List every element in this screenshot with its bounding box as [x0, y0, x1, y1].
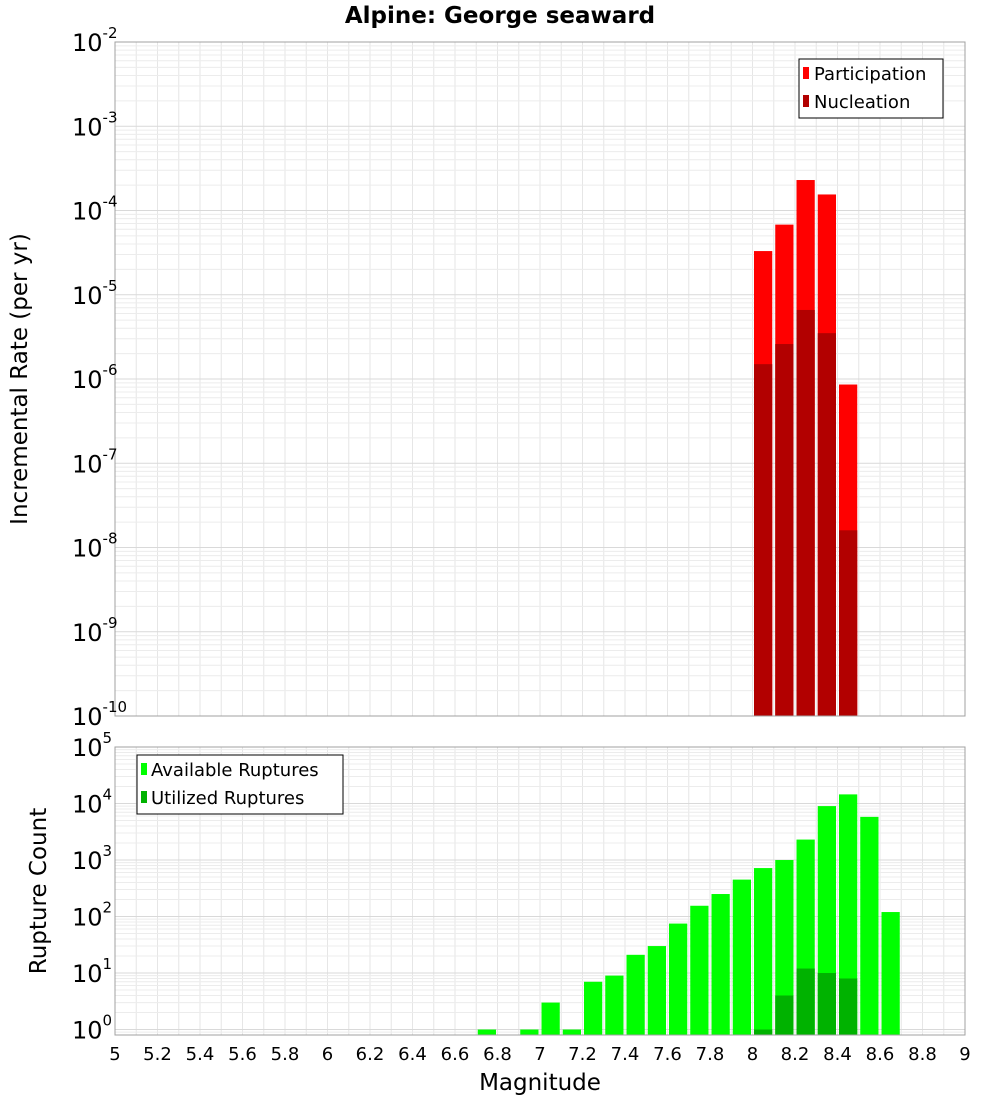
count-bar-available-ruptures: [775, 860, 794, 1035]
x-tick-label: 7.8: [696, 1044, 725, 1065]
x-tick-label: 7.6: [653, 1044, 682, 1065]
x-tick-label: 6.6: [441, 1044, 470, 1065]
x-tick-label: 7.2: [568, 1044, 597, 1065]
y-tick-label: 101: [72, 955, 112, 988]
y-tick-label: 100: [72, 1012, 112, 1045]
count-bar-available-ruptures: [690, 905, 709, 1035]
y-tick-label: 10-3: [72, 108, 118, 141]
y-tick-label: 102: [72, 899, 112, 932]
count-bar-available-ruptures: [754, 868, 773, 1035]
y-tick-label: 10-10: [72, 698, 127, 731]
top-y-tick-labels: 10-10 10-9 10-8 10-7 10-6 10-5 10-4 10-3 10-2: [72, 24, 127, 731]
bottom-legend: Available Ruptures Utilized Ruptures: [136, 754, 344, 815]
x-tick-label: 8: [747, 1044, 758, 1065]
x-tick-label: 8.2: [781, 1044, 810, 1065]
count-bar-available-ruptures: [626, 954, 645, 1035]
top-grid: [114, 41, 966, 717]
count-bar-available-ruptures: [881, 912, 900, 1035]
count-bar-available-ruptures: [605, 975, 624, 1035]
count-bar-available-ruptures: [520, 1029, 539, 1035]
x-tick-label: 8.8: [908, 1044, 937, 1065]
count-bar-available-ruptures: [860, 816, 879, 1035]
x-tick-label: 6: [322, 1044, 333, 1065]
legend-swatch-available-ruptures: [141, 763, 147, 775]
y-tick-label: 10-8: [72, 530, 118, 563]
count-bar-utilized-ruptures: [839, 978, 858, 1035]
x-tick-label: 5.2: [143, 1044, 172, 1065]
bottom-y-tick-labels: 100 101 102 103 104 105: [72, 729, 112, 1045]
x-tick-label: 9: [959, 1044, 970, 1065]
x-tick-label: 6.4: [398, 1044, 427, 1065]
count-bar-available-ruptures: [711, 894, 730, 1035]
x-tick-label: 8.4: [823, 1044, 852, 1065]
rate-bar-nucleation: [817, 333, 836, 716]
rate-bar-nucleation: [796, 309, 815, 716]
count-bar-utilized-ruptures: [775, 995, 794, 1035]
count-bar-available-ruptures: [584, 981, 603, 1035]
legend-label-available-ruptures: Available Ruptures: [151, 760, 319, 781]
bottom-bars: [477, 794, 900, 1035]
legend-label-utilized-ruptures: Utilized Ruptures: [151, 788, 304, 809]
x-tick-label: 6.8: [483, 1044, 512, 1065]
count-bar-available-ruptures: [732, 879, 751, 1035]
x-tick-label: 8.6: [866, 1044, 895, 1065]
y-tick-label: 10-5: [72, 277, 118, 310]
bottom-y-axis-label: Rupture Count: [26, 808, 52, 974]
top-legend: Participation Nucleation: [798, 58, 944, 119]
x-tick-label: 5.4: [186, 1044, 215, 1065]
count-bar-utilized-ruptures: [817, 973, 836, 1035]
chart-title: Alpine: George seaward: [345, 3, 655, 29]
count-bar-available-ruptures: [541, 1002, 560, 1035]
x-tick-label: 5.6: [228, 1044, 257, 1065]
x-tick-labels: 5 5.2 5.4 5.6 5.8 6 6.2 6.4 6.6 6.8 7 7.2 7.4 7.6 7.8 8…: [109, 1044, 970, 1065]
legend-swatch-utilized-ruptures: [141, 791, 147, 803]
count-bar-available-ruptures: [669, 923, 688, 1035]
top-plot-frame: [114, 41, 966, 717]
legend-swatch-nucleation: [803, 95, 809, 107]
count-bar-available-ruptures: [562, 1029, 581, 1035]
count-bar-utilized-ruptures: [796, 968, 815, 1035]
rate-bar-nucleation: [754, 364, 773, 716]
bottom-legend-box: [136, 754, 344, 815]
y-tick-label: 105: [72, 729, 112, 762]
count-bar-utilized-ruptures: [754, 1029, 773, 1035]
x-tick-label: 5: [109, 1044, 120, 1065]
y-tick-label: 104: [72, 786, 112, 819]
legend-label-participation: Participation: [814, 64, 926, 85]
count-bar-available-ruptures: [839, 794, 858, 1035]
x-tick-label: 6.2: [356, 1044, 385, 1065]
count-bar-available-ruptures: [647, 946, 666, 1035]
rate-bar-nucleation: [839, 530, 858, 716]
x-axis-label: Magnitude: [479, 1070, 601, 1096]
y-tick-label: 103: [72, 842, 112, 875]
bottom-plot-frame: [114, 746, 966, 1036]
top-y-axis-label: Incremental Rate (per yr): [7, 233, 33, 525]
x-tick-label: 7.4: [611, 1044, 640, 1065]
y-tick-label: 10-6: [72, 361, 118, 394]
y-tick-label: 10-9: [72, 614, 118, 647]
count-bar-available-ruptures: [477, 1029, 496, 1035]
y-tick-label: 10-7: [72, 445, 118, 478]
legend-label-nucleation: Nucleation: [814, 92, 910, 113]
top-bars: [754, 180, 858, 717]
top-legend-box: [798, 58, 944, 119]
x-tick-label: 5.8: [271, 1044, 300, 1065]
x-tick-label: 7: [534, 1044, 545, 1065]
rate-bar-nucleation: [775, 344, 794, 716]
y-tick-label: 10-2: [72, 24, 118, 57]
legend-swatch-participation: [803, 67, 809, 79]
y-tick-label: 10-4: [72, 193, 118, 226]
